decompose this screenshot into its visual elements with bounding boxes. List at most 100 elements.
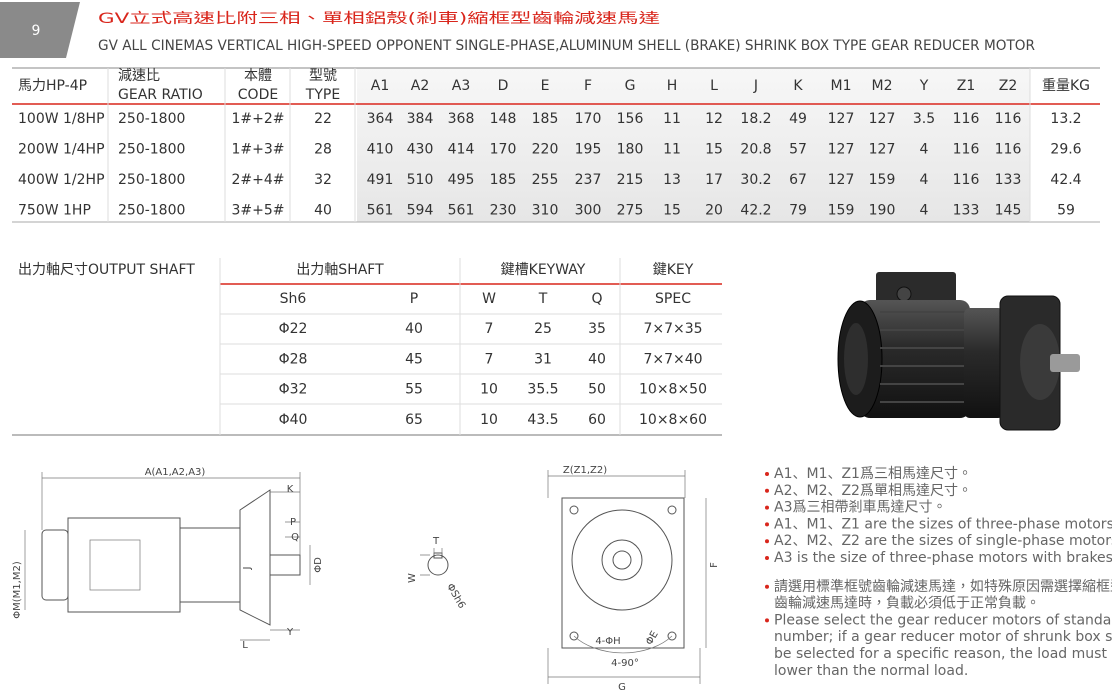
bolt-hole	[569, 631, 579, 641]
gearbox-outline	[179, 527, 241, 603]
table-cell: 414	[448, 142, 475, 158]
table-cell: 255	[532, 172, 559, 188]
dimension-label: Z(Z1,Z2)	[563, 465, 607, 476]
table-cell: Φ22	[279, 321, 308, 337]
table-cell: 22	[314, 111, 332, 127]
table-cell: 13.2	[1050, 111, 1081, 127]
table-cell: 57	[789, 142, 807, 158]
column-header: 減速比	[118, 67, 160, 84]
table-cell: 195	[575, 142, 602, 158]
column-header: GEAR RATIO	[118, 87, 203, 103]
table-cell: 4	[920, 172, 929, 188]
table-cell: 10×8×60	[639, 412, 707, 428]
table-cell: 25	[534, 321, 552, 337]
table-cell: 32	[314, 172, 332, 188]
table-cell: 310	[532, 203, 559, 219]
column-header: M2	[872, 78, 893, 94]
table-cell: Φ40	[279, 412, 308, 428]
table-cell: 561	[367, 203, 394, 219]
table-cell: 180	[617, 142, 644, 158]
column-header: 重量KG	[1042, 78, 1090, 94]
note-line: be selected for a specific reason, the l…	[774, 646, 1112, 662]
table-cell: 127	[828, 111, 855, 127]
dimension-label: Q	[291, 532, 299, 543]
table-cell: 40	[314, 203, 332, 219]
column-header: A3	[452, 78, 470, 94]
table-cell: 185	[532, 111, 559, 127]
table-cell: 510	[407, 172, 434, 188]
note-line: A1、M1、Z1 are the sizes of three-phase mo…	[774, 516, 1112, 532]
note-line: A3 is the size of three-phase motors wit…	[774, 550, 1112, 566]
table-cell: 133	[953, 203, 980, 219]
table-cell: 275	[617, 203, 644, 219]
group-header: 鍵槽KEYWAY	[501, 262, 586, 278]
table-cell: 190	[869, 203, 896, 219]
dimension-label: Y	[286, 627, 294, 638]
flange-square	[561, 497, 685, 649]
keyway	[433, 552, 443, 559]
sub-header: SPEC	[655, 291, 691, 307]
dimension-shading	[357, 68, 1030, 222]
table-cell: 42.2	[740, 203, 771, 219]
note-line: A1、M1、Z1爲三相馬達尺寸。	[774, 466, 972, 482]
dimension-label: ΦM(M1,M2)	[12, 561, 23, 619]
table-cell: 45	[405, 351, 423, 367]
bolt-hole	[569, 505, 579, 515]
dimension-lines	[24, 472, 311, 641]
table-cell: 40	[588, 351, 606, 367]
bullet	[765, 522, 769, 527]
sub-header: Q	[591, 291, 602, 307]
output-shaft	[1050, 354, 1080, 372]
dimension-label: ΦSh6	[444, 582, 467, 611]
bullet	[765, 584, 769, 589]
flange-boss	[1020, 324, 1060, 400]
table-cell: 43.5	[527, 412, 558, 428]
table-cell: 1#+3#	[231, 142, 284, 158]
table-cell: 49	[789, 111, 807, 127]
table-cell: 127	[828, 142, 855, 158]
table-cell: 148	[490, 111, 517, 127]
section-number: 9	[32, 23, 41, 39]
table-cell: 65	[405, 412, 423, 428]
table-cell: 170	[490, 142, 517, 158]
table-cell: 18.2	[740, 111, 771, 127]
motor-photo	[837, 272, 1080, 431]
bullet	[765, 472, 769, 476]
dimension-label: A(A1,A2,A3)	[145, 467, 206, 478]
dimension-label: F	[709, 562, 720, 568]
table-cell: 55	[405, 382, 423, 398]
table-cell: 116	[953, 111, 980, 127]
table-cell: 10	[480, 382, 498, 398]
table-cell: 491	[367, 172, 394, 188]
dimension-label: 4-ΦH	[595, 636, 620, 647]
sub-header: T	[538, 291, 548, 307]
flange-circle	[571, 509, 673, 611]
subtitle: GV ALL CINEMAS VERTICAL HIGH-SPEED OPPON…	[98, 38, 1035, 54]
bullet	[765, 618, 769, 623]
note-line: lower than the normal load.	[774, 663, 968, 679]
table-cell: 185	[490, 172, 517, 188]
column-header: F	[584, 78, 592, 94]
dimension-label: T	[432, 536, 440, 547]
sub-header: W	[482, 291, 496, 307]
table-cell: 127	[828, 172, 855, 188]
table-cell: 3#+5#	[231, 203, 284, 219]
column-header: D	[498, 78, 509, 94]
table-cell: 30.2	[740, 172, 771, 188]
table-cell: 116	[953, 172, 980, 188]
table-cell: 11	[663, 111, 681, 127]
table-cell: 200W 1/4HP	[18, 142, 105, 158]
table-cell: 67	[789, 172, 807, 188]
side-view-drawing	[24, 472, 311, 641]
table-cell: 11	[663, 142, 681, 158]
table-cell: 4	[920, 142, 929, 158]
shaft-dimension-lines	[420, 548, 443, 576]
note-line: 齒輪減速馬達時，負載必須低于正常負載。	[774, 595, 1040, 612]
fan-cover-outline	[41, 529, 69, 601]
table-cell: 35	[588, 321, 606, 337]
table-cell: 4	[920, 203, 929, 219]
table-cell: 368	[448, 111, 475, 127]
table-cell: 127	[869, 111, 896, 127]
